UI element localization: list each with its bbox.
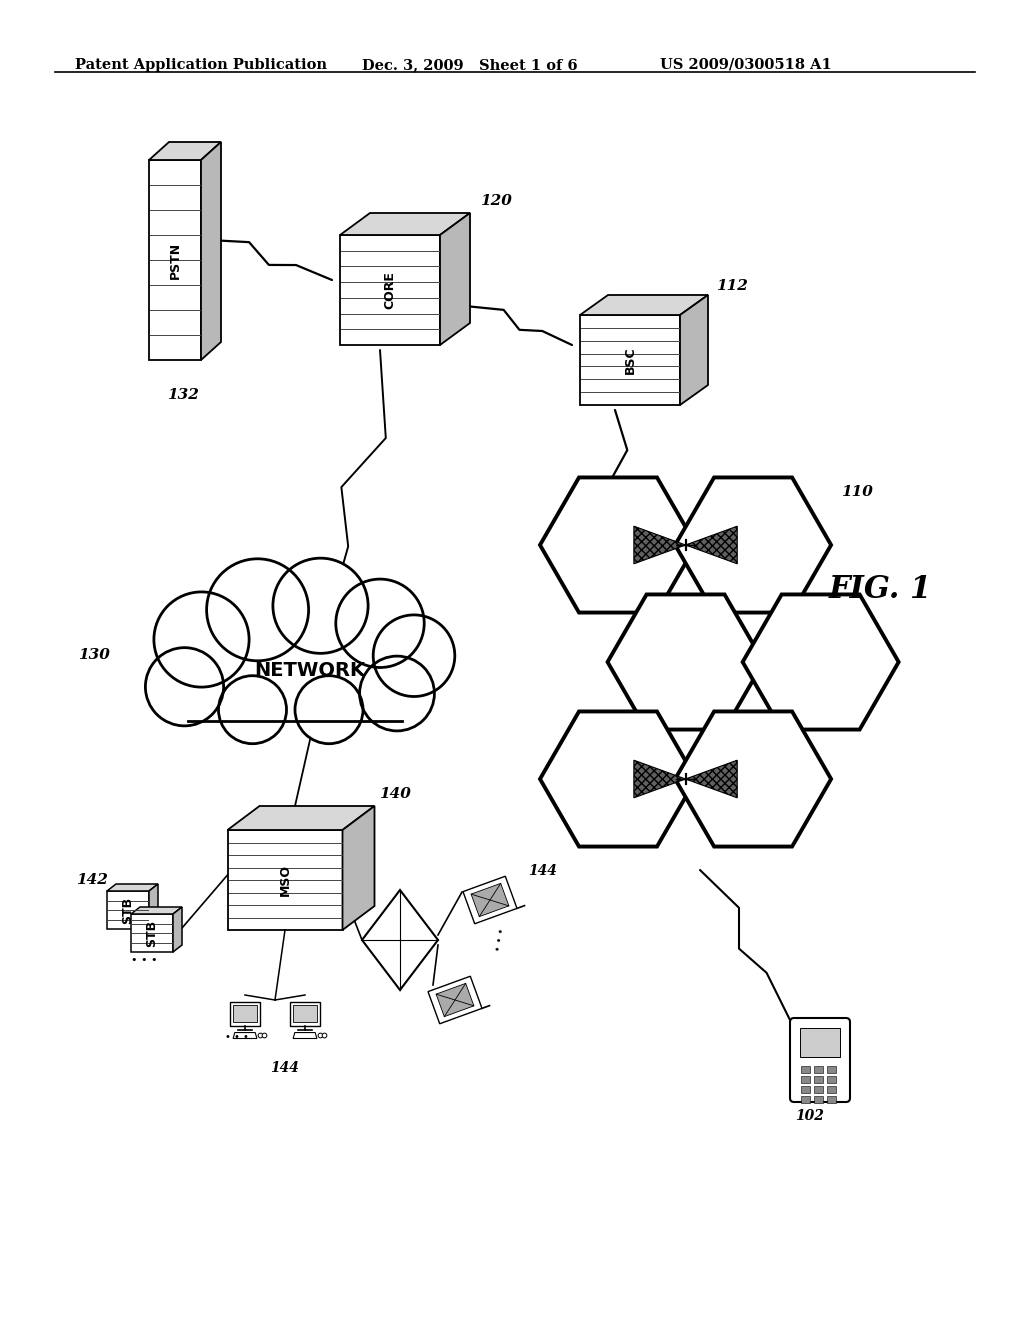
- Polygon shape: [106, 884, 158, 891]
- Polygon shape: [293, 1032, 316, 1039]
- Polygon shape: [173, 907, 182, 952]
- Polygon shape: [106, 891, 150, 929]
- Polygon shape: [540, 711, 696, 846]
- Text: 112: 112: [716, 279, 748, 293]
- Polygon shape: [131, 913, 173, 952]
- Text: 120: 120: [480, 194, 512, 209]
- Polygon shape: [233, 1032, 257, 1039]
- Circle shape: [336, 579, 424, 668]
- Text: 130: 130: [78, 648, 110, 663]
- Circle shape: [373, 615, 455, 697]
- Circle shape: [207, 558, 308, 661]
- Polygon shape: [362, 890, 438, 990]
- Text: 144: 144: [270, 1061, 299, 1074]
- Polygon shape: [150, 160, 201, 360]
- Bar: [814, 1065, 823, 1073]
- Polygon shape: [800, 1028, 840, 1057]
- Bar: [814, 1086, 823, 1093]
- Circle shape: [154, 591, 249, 688]
- Text: CORE: CORE: [384, 271, 396, 309]
- Polygon shape: [150, 143, 221, 160]
- Polygon shape: [440, 213, 470, 345]
- Text: Patent Application Publication: Patent Application Publication: [75, 58, 327, 73]
- Text: MSO: MSO: [279, 865, 292, 896]
- Polygon shape: [340, 235, 440, 345]
- Polygon shape: [150, 884, 158, 929]
- Bar: [801, 1086, 810, 1093]
- Text: US 2009/0300518 A1: US 2009/0300518 A1: [660, 58, 831, 73]
- Polygon shape: [227, 807, 375, 830]
- Text: BSC: BSC: [624, 346, 637, 374]
- Circle shape: [145, 648, 223, 726]
- Text: STB: STB: [145, 920, 159, 946]
- Polygon shape: [436, 983, 474, 1016]
- Text: • • •: • • •: [131, 954, 158, 965]
- Text: 142: 142: [76, 873, 108, 887]
- Text: 140: 140: [380, 787, 412, 801]
- Text: 132: 132: [167, 388, 199, 403]
- Bar: [801, 1096, 810, 1104]
- Polygon shape: [540, 478, 696, 612]
- Bar: [801, 1065, 810, 1073]
- Bar: [827, 1065, 836, 1073]
- Polygon shape: [227, 830, 342, 931]
- Bar: [827, 1096, 836, 1104]
- Text: • • •: • • •: [493, 927, 507, 952]
- Polygon shape: [290, 1002, 321, 1026]
- Polygon shape: [675, 478, 831, 612]
- Polygon shape: [607, 594, 764, 730]
- Polygon shape: [634, 527, 685, 564]
- Text: • • •: • • •: [225, 1032, 249, 1041]
- Text: FIG. 1: FIG. 1: [828, 574, 932, 606]
- Circle shape: [273, 558, 368, 653]
- Polygon shape: [184, 710, 406, 721]
- Bar: [801, 1076, 810, 1082]
- Circle shape: [359, 656, 434, 731]
- Polygon shape: [463, 876, 517, 924]
- Text: 102: 102: [796, 1109, 824, 1123]
- Polygon shape: [428, 977, 482, 1024]
- Polygon shape: [580, 315, 680, 405]
- Polygon shape: [675, 711, 831, 846]
- Polygon shape: [131, 907, 182, 913]
- Text: Dec. 3, 2009   Sheet 1 of 6: Dec. 3, 2009 Sheet 1 of 6: [362, 58, 578, 73]
- Bar: [814, 1076, 823, 1082]
- Polygon shape: [229, 1002, 260, 1026]
- Bar: [827, 1076, 836, 1082]
- Polygon shape: [742, 594, 899, 730]
- Circle shape: [295, 676, 362, 743]
- Text: 144: 144: [528, 865, 557, 878]
- Circle shape: [218, 676, 287, 743]
- Text: STB: STB: [122, 896, 134, 924]
- Polygon shape: [233, 1006, 257, 1023]
- Text: PSTN: PSTN: [169, 242, 181, 279]
- Polygon shape: [201, 143, 221, 360]
- Polygon shape: [293, 1006, 316, 1023]
- Bar: [827, 1086, 836, 1093]
- Polygon shape: [340, 213, 470, 235]
- Polygon shape: [342, 807, 375, 931]
- Polygon shape: [634, 760, 685, 797]
- Polygon shape: [471, 883, 509, 916]
- Text: NETWORK: NETWORK: [255, 660, 366, 680]
- Text: 110: 110: [841, 484, 872, 499]
- FancyBboxPatch shape: [790, 1018, 850, 1102]
- Bar: [814, 1096, 823, 1104]
- Polygon shape: [580, 294, 708, 315]
- Polygon shape: [685, 760, 737, 797]
- Polygon shape: [685, 527, 737, 564]
- Polygon shape: [680, 294, 708, 405]
